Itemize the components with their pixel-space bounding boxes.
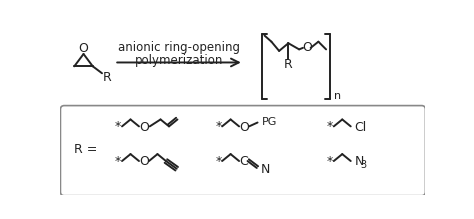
Text: polymerization: polymerization [135, 54, 223, 67]
Text: O: O [302, 41, 312, 54]
Text: N: N [261, 163, 270, 176]
Text: R: R [102, 71, 111, 84]
Text: R: R [284, 58, 293, 71]
Text: O: O [239, 121, 249, 134]
Text: O: O [79, 42, 89, 55]
Text: *: * [115, 120, 121, 133]
Text: *: * [327, 120, 333, 133]
Text: 3: 3 [361, 160, 367, 170]
Text: *: * [215, 155, 221, 168]
Text: *: * [215, 120, 221, 133]
Text: O: O [139, 155, 149, 168]
Text: Cl: Cl [355, 121, 367, 134]
Text: O: O [139, 121, 149, 134]
Text: n: n [334, 91, 341, 101]
Text: C: C [239, 155, 248, 168]
Text: R =: R = [74, 143, 98, 156]
FancyBboxPatch shape [61, 106, 425, 196]
Text: N: N [355, 155, 364, 168]
Text: *: * [115, 155, 121, 168]
Text: *: * [327, 155, 333, 168]
Text: PG: PG [262, 117, 278, 127]
Text: anionic ring-opening: anionic ring-opening [118, 41, 240, 54]
